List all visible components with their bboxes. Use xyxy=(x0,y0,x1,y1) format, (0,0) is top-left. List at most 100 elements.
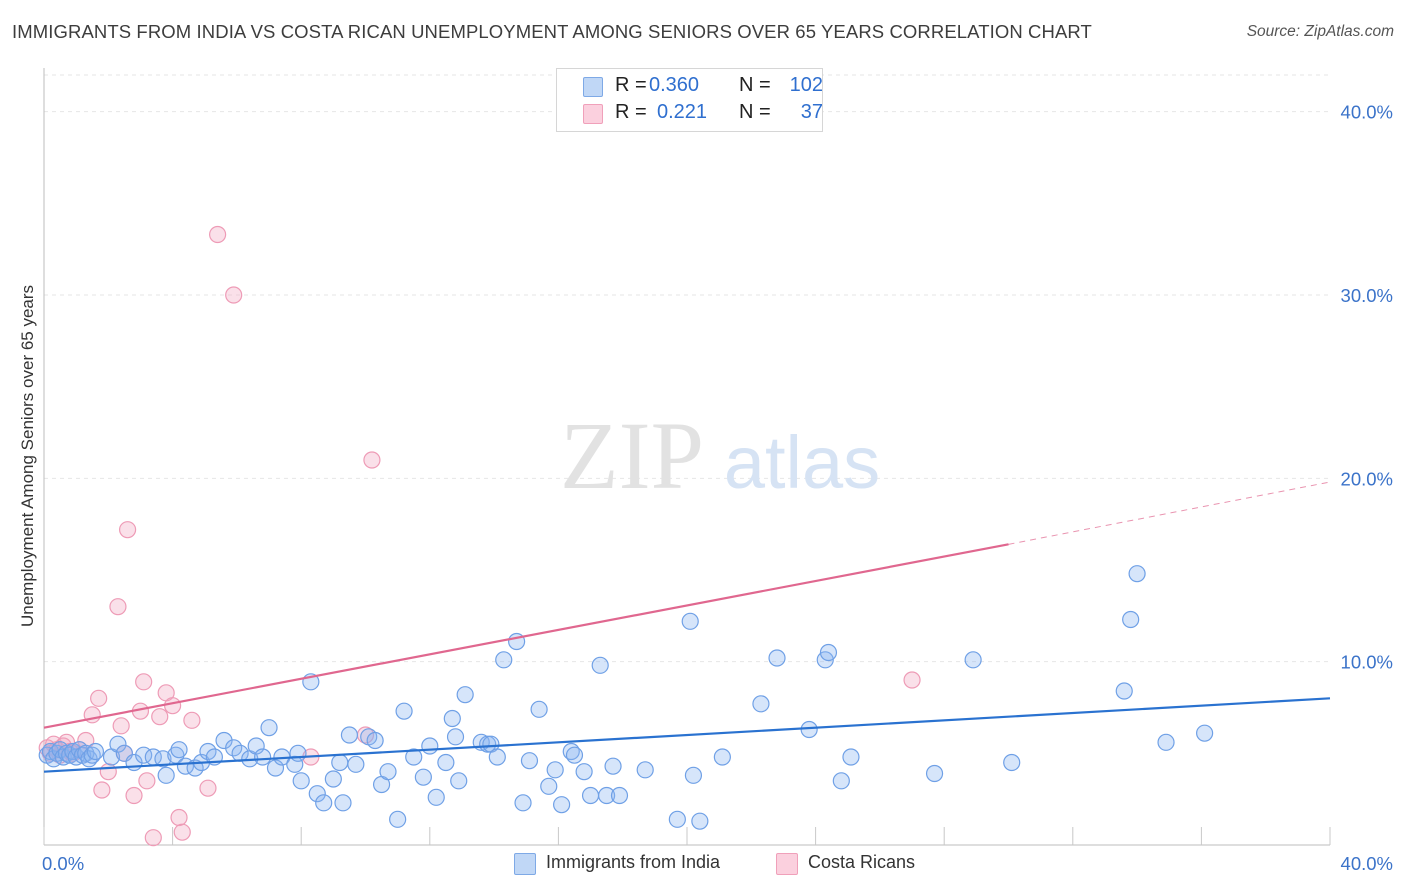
india-point xyxy=(1122,610,1140,629)
india-point xyxy=(379,763,397,781)
tick-labels: 10.0% 20.0% 30.0% 40.0% 0.0% 40.0% xyxy=(42,102,1393,874)
india-point xyxy=(86,742,105,761)
india-point xyxy=(334,794,352,812)
legend-r-label: R = xyxy=(615,74,647,96)
india-point xyxy=(109,735,127,753)
india-point xyxy=(292,772,310,790)
costa-point xyxy=(903,671,921,689)
india-point xyxy=(446,728,465,746)
india-point xyxy=(514,794,532,812)
costa-point xyxy=(99,763,117,781)
costa-point xyxy=(138,772,156,790)
india-point xyxy=(154,750,172,768)
india-point xyxy=(260,719,278,737)
india-point xyxy=(553,796,571,814)
costa-point xyxy=(90,689,108,707)
india-trend-line xyxy=(43,697,1331,773)
india-point xyxy=(405,748,423,766)
legend-swatch-india xyxy=(583,77,603,97)
costa-point xyxy=(183,711,201,729)
y-tick-label: 30.0% xyxy=(1341,285,1393,306)
india-point xyxy=(610,786,629,805)
costa-point xyxy=(173,823,191,841)
legend-n-label: N = xyxy=(739,101,771,123)
india-point xyxy=(488,748,506,766)
trend-lines xyxy=(43,481,1331,773)
india-point xyxy=(340,726,359,744)
legend-r-value: 0.221 xyxy=(657,101,708,123)
costa-point xyxy=(209,225,227,244)
india-point xyxy=(681,612,699,630)
source-label: Source: ZipAtlas.com xyxy=(1246,23,1394,40)
legend-n-value: 102 xyxy=(789,74,823,96)
costa-trend-line xyxy=(43,543,1009,729)
axes xyxy=(43,68,1331,846)
watermark-zip: ZIP xyxy=(560,402,704,509)
india-point xyxy=(64,742,82,761)
costa-point xyxy=(363,451,381,469)
india-point xyxy=(366,731,384,750)
india-point xyxy=(308,785,326,803)
india-point xyxy=(598,786,616,805)
y-tick-label: 20.0% xyxy=(1341,468,1393,489)
india-point xyxy=(427,788,445,806)
costa-point xyxy=(225,286,243,304)
bottom-legend-swatch-costa xyxy=(776,853,798,875)
india-point xyxy=(331,753,349,772)
india-point xyxy=(315,794,333,812)
india-point xyxy=(289,744,307,762)
y-tick-label: 10.0% xyxy=(1341,652,1393,673)
india-point xyxy=(800,720,818,739)
india-point xyxy=(964,651,982,669)
india-point xyxy=(456,686,474,704)
india-point xyxy=(1157,733,1175,751)
costa-point xyxy=(199,779,217,797)
india-point xyxy=(713,748,731,766)
india-point xyxy=(691,812,709,830)
india-point xyxy=(389,810,407,828)
india-point xyxy=(1115,682,1133,700)
india-point xyxy=(581,786,600,805)
india-point xyxy=(1003,753,1021,772)
india-point xyxy=(842,748,860,766)
india-point xyxy=(668,810,686,828)
y-axis-label: Unemployment Among Seniors over 65 years xyxy=(18,284,37,628)
india-point xyxy=(1128,565,1146,583)
bottom-legend-label-costa: Costa Ricans xyxy=(808,852,916,872)
legend-r-label: R = xyxy=(615,101,647,123)
x-tick-label: 0.0% xyxy=(42,853,84,874)
legend-n-label: N = xyxy=(739,74,771,96)
costa-point xyxy=(135,673,153,691)
india-point xyxy=(157,766,175,784)
india-point xyxy=(819,643,838,662)
costa-point xyxy=(112,717,130,735)
costa-point xyxy=(164,697,182,715)
india-point xyxy=(540,777,558,795)
watermark: ZIP atlas xyxy=(560,402,880,509)
india-point xyxy=(443,709,461,728)
legend-swatch-costa xyxy=(583,104,603,124)
india-point xyxy=(247,737,265,755)
costa-point xyxy=(109,598,127,616)
costa-point xyxy=(93,781,111,799)
costa-trend-extension xyxy=(1008,481,1331,545)
y-tick-label: 40.0% xyxy=(1341,102,1393,123)
bottom-legend-label-india: Immigrants from India xyxy=(546,852,721,872)
india-point xyxy=(437,753,455,772)
india-point xyxy=(546,761,564,779)
india-point xyxy=(565,746,584,764)
india-point xyxy=(421,737,439,755)
stats-legend: R = 0.360 N = 102 R = 0.221 N = 37 xyxy=(556,68,823,132)
costa-point xyxy=(144,829,162,847)
bottom-legend-swatch-india xyxy=(514,853,536,875)
india-point xyxy=(925,764,944,783)
india-point xyxy=(254,748,272,766)
india-point xyxy=(395,702,413,720)
costa-point xyxy=(125,786,143,805)
india-point xyxy=(347,755,365,773)
legend-r-value: 0.360 xyxy=(649,74,700,96)
india-point xyxy=(604,757,622,775)
india-point xyxy=(1196,724,1214,742)
costa-point xyxy=(118,521,137,539)
chart-title: IMMIGRANTS FROM INDIA VS COSTA RICAN UNE… xyxy=(12,21,1092,42)
